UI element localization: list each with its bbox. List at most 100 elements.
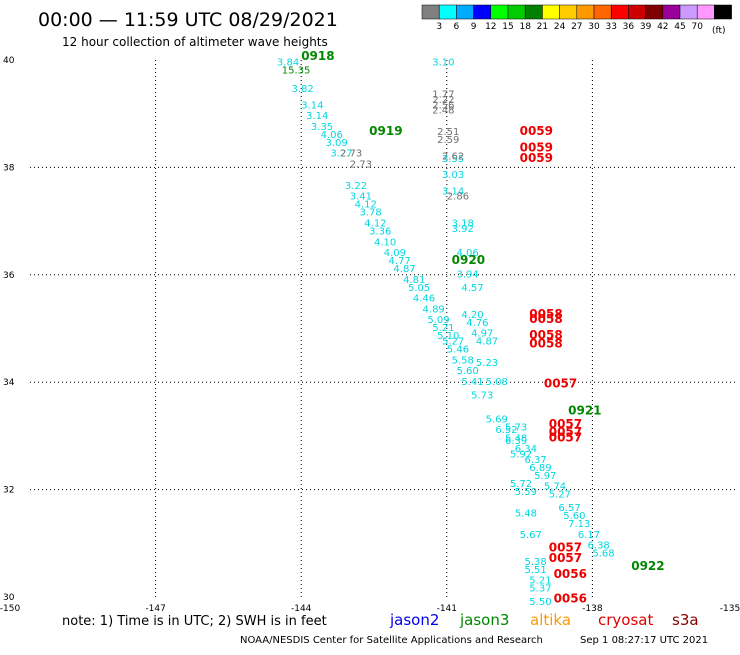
pass-time-label: 0058 (529, 307, 562, 321)
colorbar-swatch (662, 4, 681, 20)
wave-height-point: 4.77 (389, 256, 411, 267)
pass-time-label: 0057 (544, 377, 577, 391)
wave-height-point: 3.14 (442, 186, 464, 197)
colorbar-swatch (696, 4, 715, 20)
wave-height-point: 6.57 (558, 503, 580, 514)
pass-time-label: 0919 (369, 124, 402, 138)
wave-height-point: 5.48 (515, 508, 537, 519)
x-tick-label: -144 (291, 604, 312, 614)
wave-height-point: 4.09 (384, 248, 406, 259)
wave-height-point: 3.36 (369, 227, 391, 238)
wave-height-point: 3.41 (350, 192, 372, 203)
legend: jason2 jason3 altika cryosat s3a (389, 611, 699, 629)
colorbar-swatch (421, 4, 440, 20)
wave-height-point: 4.57 (461, 283, 483, 294)
chart-subtitle: 12 hour collection of altimeter wave hei… (62, 35, 328, 49)
wave-height-point: 6.52 (495, 425, 517, 436)
wave-height-point: 4.46 (413, 294, 435, 305)
wave-height-point: 2.59 (437, 135, 459, 146)
wave-height-point: 4.87 (476, 337, 498, 348)
y-tick-label: 30 (3, 593, 15, 603)
wave-height-point: 3.18 (452, 218, 474, 229)
wave-height-point: 4.06 (321, 130, 343, 141)
wave-height-point: 2.48 (432, 106, 454, 117)
pass-time-label: 0057 (549, 425, 582, 439)
wave-height-point: 3.78 (359, 208, 381, 219)
colorbar-label: 45 (674, 22, 685, 32)
wave-height-point: 5.38 (524, 557, 546, 568)
wave-height-point: 4.81 (403, 275, 425, 286)
time-labels: 0918091909200921092200590059005900580058… (301, 49, 664, 605)
colorbar-label: 30 (588, 22, 600, 32)
colorbar-label: 36 (623, 22, 635, 32)
pass-time-label: 0058 (529, 312, 562, 326)
pass-time-label: 0918 (301, 49, 334, 63)
colorbar-swatch (438, 4, 457, 20)
pass-time-label: 0059 (520, 140, 553, 154)
wave-height-point: 5.37 (529, 584, 551, 595)
wave-height-point: 5.10 (437, 331, 459, 342)
colorbar-label: 24 (554, 22, 566, 32)
wave-height-point: 5.41 (461, 377, 483, 388)
wave-height-point: 2.86 (447, 192, 469, 203)
wave-height-point: 5.92 (510, 449, 532, 460)
wave-height-point: 5.74 (544, 482, 566, 493)
wave-height-point: 5.23 (476, 358, 498, 369)
colorbar-unit: (ft) (712, 26, 726, 36)
wave-height-point: 6.39 (505, 436, 527, 447)
x-tick-label: -147 (145, 604, 165, 614)
wave-height-point: 5.51 (524, 565, 546, 576)
legend-item-jason2: jason2 (389, 611, 439, 629)
wave-height-point: 3.14 (301, 100, 323, 111)
pass-time-label: 0057 (549, 540, 582, 554)
wave-height-point: 5.60 (563, 511, 585, 522)
y-tick-label: 36 (3, 271, 15, 281)
wave-height-point: 2.62 (442, 151, 464, 162)
wave-height-point: 5.50 (529, 597, 551, 608)
wave-height-point: 4.87 (393, 264, 415, 275)
wave-height-point: 5.08 (486, 377, 508, 388)
axis-ticks: -150 -147 -144 -141 -138 -135 30 32 34 36 38 40 (0, 56, 740, 614)
footer-timestamp: Sep 1 08:27:17 UTC 2021 (580, 635, 708, 646)
wave-height-point: 2.56 (432, 100, 454, 111)
wave-height-point: 5.21 (529, 576, 551, 587)
pass-time-label: 0057 (549, 551, 582, 565)
wave-height-point: 3.27 (330, 149, 352, 160)
grid-lines (30, 60, 738, 597)
x-tick-label: -150 (0, 604, 20, 614)
colorbar-swatch (576, 4, 595, 20)
wave-height-point: 5.69 (486, 414, 508, 425)
wave-height-point: 4.89 (423, 304, 445, 315)
pass-time-label: 0922 (631, 559, 664, 573)
pass-time-label: 0058 (529, 336, 562, 350)
wave-height-point: 5.60 (457, 366, 479, 377)
plot-area: -150 -147 -144 -141 -138 -135 30 32 34 36 38 40 3.8… (0, 49, 740, 614)
wave-height-point: 6.17 (578, 530, 600, 541)
legend-item-s3a: s3a (672, 611, 699, 629)
colorbar-label: 15 (502, 22, 513, 32)
colorbar-swatch (628, 4, 646, 20)
wave-height-point: 15.35 (282, 65, 311, 76)
pass-time-label: 0057 (549, 417, 582, 431)
wave-height-point: 3.84 (277, 57, 299, 68)
data-points: 3.843.823.143.143.354.063.093.273.223.41… (277, 57, 615, 608)
wave-height-point: 3.03 (442, 170, 464, 181)
wave-height-point: 5.58 (452, 355, 474, 366)
wave-height-point: 5.46 (447, 345, 469, 356)
wave-height-point: 5.73 (505, 423, 527, 434)
pass-time-label: 0059 (520, 124, 553, 138)
colorbar-swatch (593, 4, 612, 20)
wave-height-point: 4.06 (457, 248, 479, 259)
wave-height-point: 3.10 (432, 57, 454, 68)
wave-height-point: 3.94 (457, 269, 479, 280)
wave-height-point: 5.27 (442, 337, 464, 348)
y-tick-label: 40 (3, 56, 15, 66)
colorbar-swatch (645, 4, 664, 20)
wave-height-point: 4.97 (471, 329, 493, 340)
wave-height-point: 5.72 (510, 479, 532, 490)
pass-time-label: 0058 (529, 328, 562, 342)
colorbar-label: 70 (691, 22, 703, 32)
wave-height-point: 1.77 (432, 90, 454, 101)
colorbar-label: 21 (537, 22, 548, 32)
pass-time-label: 0059 (520, 151, 553, 165)
